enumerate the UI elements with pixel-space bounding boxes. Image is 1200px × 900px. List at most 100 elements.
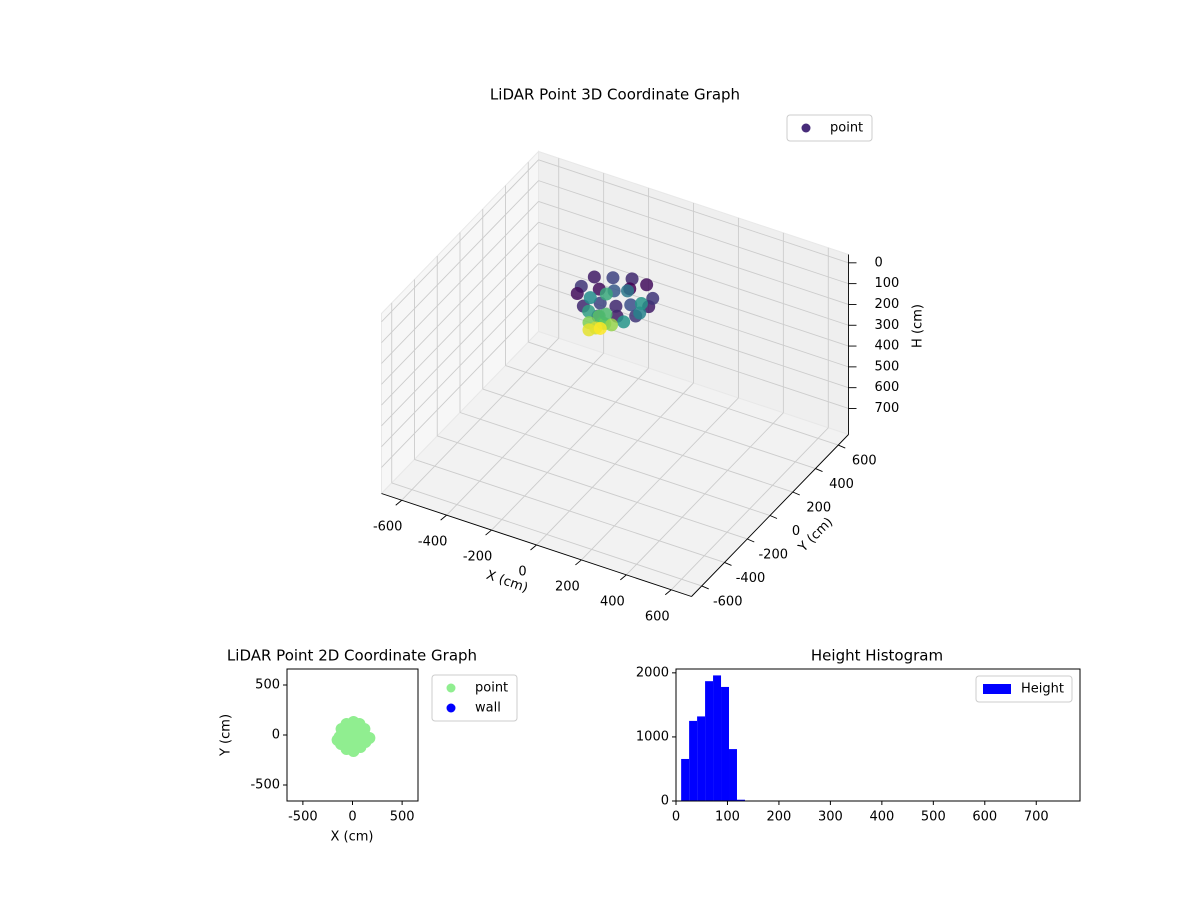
x-tick-label: 700 bbox=[1024, 810, 1049, 825]
z-tick-label: 600 bbox=[875, 380, 900, 395]
point bbox=[621, 284, 635, 298]
grid-line bbox=[538, 221, 849, 326]
tick-mark bbox=[724, 562, 732, 566]
x-tick-label: 0 bbox=[348, 810, 356, 825]
y-axis-label: Y (cm) bbox=[219, 714, 234, 757]
x-tick-label: 600 bbox=[645, 609, 670, 624]
grid-line bbox=[381, 263, 539, 427]
grid-line bbox=[381, 221, 539, 385]
tick-mark bbox=[664, 589, 672, 596]
x-tick-label: 400 bbox=[600, 594, 625, 609]
grid-line bbox=[381, 180, 539, 343]
bar bbox=[721, 686, 730, 801]
legend-box bbox=[786, 114, 873, 142]
point bbox=[640, 278, 654, 292]
point bbox=[583, 291, 597, 305]
grid-line bbox=[381, 159, 539, 323]
legend-box bbox=[975, 675, 1073, 703]
x-tick-label: -500 bbox=[288, 810, 318, 825]
y-axis-line bbox=[691, 434, 849, 597]
axes-frame bbox=[675, 668, 1081, 802]
bar bbox=[689, 720, 698, 801]
grid-line bbox=[391, 482, 702, 587]
point bbox=[582, 304, 596, 318]
tick-mark bbox=[769, 515, 778, 519]
y-tick-label: -200 bbox=[758, 547, 788, 562]
grid-line bbox=[505, 365, 816, 469]
z-tick-label: 700 bbox=[875, 401, 900, 416]
tick-mark bbox=[575, 559, 582, 566]
legend-label: Height bbox=[1021, 682, 1064, 697]
point bbox=[593, 296, 607, 310]
legend-swatch bbox=[983, 684, 1011, 694]
tick-mark bbox=[815, 468, 823, 472]
tick-mark bbox=[395, 499, 403, 506]
y-tick-label: 0 bbox=[792, 524, 800, 539]
z-axis-label: H (cm) bbox=[911, 304, 926, 348]
legend-marker bbox=[446, 703, 456, 713]
x-tick-label: -200 bbox=[463, 550, 493, 565]
grid-line bbox=[381, 305, 539, 468]
bar bbox=[681, 758, 690, 801]
chart-title: Height Histogram bbox=[811, 647, 943, 665]
z-tick-label: 400 bbox=[875, 339, 900, 354]
y-tick-label: 0 bbox=[661, 794, 669, 809]
grid-line bbox=[459, 412, 771, 516]
x-tick-label: 300 bbox=[818, 810, 843, 825]
tick-mark bbox=[620, 574, 627, 581]
grid-line bbox=[528, 341, 839, 446]
tick-mark bbox=[792, 491, 800, 496]
legend-label: wall bbox=[475, 701, 501, 716]
legend-marker bbox=[801, 123, 811, 133]
y-tick-label: 1000 bbox=[636, 729, 669, 744]
z-tick-label: 200 bbox=[875, 297, 900, 312]
x-tick-label: 200 bbox=[767, 810, 792, 825]
tick-mark bbox=[530, 544, 537, 551]
chart-title: LiDAR Point 3D Coordinate Graph bbox=[490, 86, 740, 104]
y-tick-label: 400 bbox=[829, 477, 854, 492]
tick-mark bbox=[838, 444, 846, 449]
x-tick-label: -400 bbox=[418, 535, 448, 550]
bar bbox=[713, 675, 722, 801]
grid-line bbox=[437, 435, 748, 540]
point bbox=[646, 291, 660, 305]
x-tick-label: 100 bbox=[715, 810, 740, 825]
tick-mark bbox=[701, 585, 709, 590]
point bbox=[599, 307, 613, 321]
x-tick-label: 500 bbox=[921, 810, 946, 825]
point bbox=[331, 734, 344, 746]
point bbox=[570, 287, 584, 301]
chart-title: LiDAR Point 2D Coordinate Graph bbox=[227, 647, 477, 665]
point bbox=[605, 318, 619, 332]
tick-mark bbox=[485, 529, 492, 536]
x-axis-line bbox=[381, 493, 692, 597]
bar bbox=[736, 799, 745, 801]
grid-line bbox=[482, 388, 793, 493]
grid-line bbox=[538, 159, 849, 264]
z-tick-label: 300 bbox=[875, 318, 900, 333]
x-axis-label: X (cm) bbox=[331, 830, 374, 845]
y-tick-label: -400 bbox=[736, 571, 766, 586]
y-tick-label: 500 bbox=[255, 678, 280, 693]
grid-line bbox=[381, 201, 539, 364]
grid-line bbox=[381, 242, 539, 406]
y-tick-label: 0 bbox=[272, 728, 280, 743]
point bbox=[606, 271, 620, 285]
point bbox=[609, 299, 623, 313]
legend-label: point bbox=[475, 681, 508, 696]
point bbox=[363, 732, 376, 744]
point bbox=[599, 287, 613, 301]
point bbox=[587, 270, 601, 284]
point bbox=[634, 297, 648, 311]
bar bbox=[729, 749, 737, 801]
bar bbox=[697, 716, 706, 801]
y-tick-label: 200 bbox=[806, 501, 831, 516]
x-tick-label: 0 bbox=[672, 810, 680, 825]
point bbox=[343, 728, 356, 740]
tick-mark bbox=[440, 514, 447, 521]
y-tick-label: 600 bbox=[852, 454, 877, 469]
grid-line bbox=[538, 201, 849, 305]
point bbox=[624, 298, 638, 312]
